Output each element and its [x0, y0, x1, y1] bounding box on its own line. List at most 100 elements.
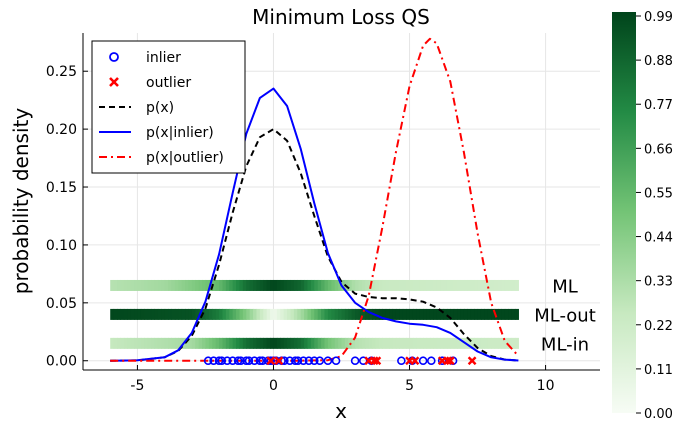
heat-band-cell — [236, 308, 241, 320]
inlier-point — [203, 356, 213, 366]
heat-band-cell — [161, 337, 166, 349]
colorbar-ticks: 0.00 0.11 0.22 0.33 0.44 0.55 0.66 0.77 0.88 0.99 — [636, 10, 673, 422]
heat-band-cell — [338, 279, 343, 291]
heat-band-cell — [259, 279, 264, 291]
inlier-point — [266, 356, 276, 366]
heat-band-cell — [470, 279, 475, 291]
curve-p-x-inlier — [110, 87, 519, 362]
heat-band-cell — [215, 337, 220, 349]
heat-band-cell — [426, 279, 431, 291]
inlier-point — [228, 356, 237, 366]
heat-band-cell — [208, 308, 213, 320]
heat-band-cell — [300, 279, 305, 291]
heat-band-cell — [450, 308, 455, 320]
heat-band-cell — [219, 337, 224, 349]
heat-band-cell — [395, 337, 400, 349]
heat-band-cell — [229, 279, 234, 291]
heat-band-cell — [358, 308, 363, 320]
heat-band-cell — [504, 279, 509, 291]
heat-band-cell — [385, 308, 390, 320]
heat-band-cell — [344, 337, 349, 349]
heat-band-cell — [283, 279, 288, 291]
heat-band-cell — [375, 279, 380, 291]
heat-band-cell — [351, 279, 356, 291]
heat-band-cell — [127, 308, 132, 320]
heat-band-cell — [161, 308, 166, 320]
colorbar-tick-label: 0.88 — [644, 54, 673, 69]
heat-band-cell — [307, 279, 312, 291]
heat-band-cell — [256, 279, 261, 291]
heat-band-cell — [389, 337, 394, 349]
y-tick-label: 0.00 — [46, 354, 77, 370]
heat-band-cell — [321, 308, 326, 320]
heat-band-cell — [140, 279, 145, 291]
heat-band-cell — [147, 337, 152, 349]
heat-band-cell — [310, 337, 315, 349]
inlier-point — [426, 356, 436, 366]
heat-band-cell — [487, 308, 492, 320]
heat-band-cell — [276, 337, 281, 349]
heat-band-cell — [460, 279, 465, 291]
heat-band-cell — [327, 279, 332, 291]
heat-band-cell — [429, 308, 434, 320]
heat-band-cell — [487, 337, 492, 349]
heat-band-cell — [151, 279, 156, 291]
heat-band-cell — [222, 279, 227, 291]
heat-band-cell — [406, 279, 411, 291]
inlier-point — [350, 356, 360, 366]
heat-band — [110, 337, 519, 349]
heat-band-cell — [419, 337, 424, 349]
heat-band-cell — [389, 308, 394, 320]
heat-band — [110, 279, 519, 291]
heat-band-cell — [321, 279, 326, 291]
heat-band-cell — [314, 308, 319, 320]
heat-band-cell — [334, 308, 339, 320]
heat-band-cell — [341, 279, 346, 291]
heat-band-cell — [402, 308, 407, 320]
inlier-point — [255, 356, 265, 366]
heat-band-cell — [205, 279, 210, 291]
outlier-point — [445, 356, 455, 366]
legend-label: p(x|outlier) — [146, 150, 224, 166]
heat-band-cell — [378, 308, 383, 320]
inlier-point — [315, 356, 325, 366]
heat-band-cell — [429, 279, 434, 291]
heat-band-cell — [436, 337, 441, 349]
heat-band-cell — [491, 279, 496, 291]
heat-band-cell — [480, 308, 485, 320]
heat-band-cell — [467, 308, 472, 320]
heat-band-cell — [317, 308, 322, 320]
heat-band-cell — [423, 279, 428, 291]
heat-band-cell — [304, 308, 309, 320]
y-tick-label: 0.10 — [46, 238, 77, 254]
inlier-point — [244, 356, 254, 366]
heat-band-cell — [236, 279, 241, 291]
heat-band-cell — [474, 308, 479, 320]
heat-band-cell — [389, 279, 394, 291]
heat-band-cell — [246, 279, 251, 291]
heat-band-cell — [256, 308, 261, 320]
inlier-point — [233, 356, 243, 366]
legend-label: p(x) — [146, 100, 174, 116]
heat-band-cell — [419, 308, 424, 320]
heat-band-cell — [426, 337, 431, 349]
heat-band-cell — [242, 337, 247, 349]
inlier-point — [293, 356, 303, 366]
x-tick-label: 10 — [537, 378, 555, 394]
sample-markers — [203, 356, 477, 366]
outlier-point — [410, 356, 420, 366]
heat-band-cell — [317, 337, 322, 349]
heat-band-cell — [494, 308, 499, 320]
heat-band-cell — [151, 337, 156, 349]
heat-band-cell — [440, 308, 445, 320]
heat-band-cell — [293, 308, 298, 320]
heat-band-cell — [110, 308, 115, 320]
inlier-point — [397, 356, 406, 366]
heat-band-cell — [287, 279, 292, 291]
inlier-point — [241, 356, 251, 366]
heat-band-cell — [144, 337, 149, 349]
heat-band-cell — [178, 308, 183, 320]
heat-band-cell — [181, 279, 186, 291]
heat-band-cell — [443, 308, 448, 320]
heat-band-cell — [168, 279, 173, 291]
